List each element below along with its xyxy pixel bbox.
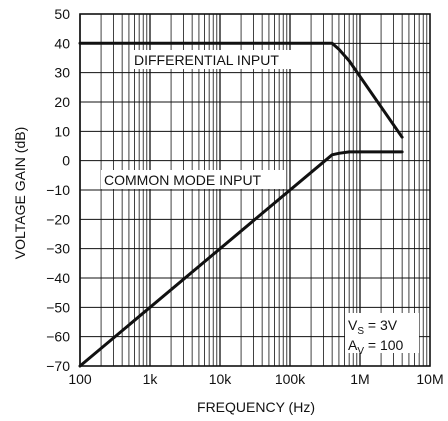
series-line-common-mode-input — [78, 150, 404, 368]
y-tick-label: −10 — [46, 182, 70, 198]
series-layer — [78, 41, 404, 368]
series-label-common-mode: COMMON MODE INPUT — [104, 172, 262, 188]
series-label-common-box: COMMON MODE INPUT — [101, 170, 285, 189]
plot-frame — [79, 13, 431, 367]
y-tick-label: −20 — [46, 211, 70, 227]
y-tick-label: −60 — [46, 329, 70, 345]
y-tick-label: −50 — [46, 299, 70, 315]
x-tick-label: 1k — [143, 371, 159, 387]
tick-labels: −70 −60 −50 −40 −30 −20 −10 0 10 20 30 40 50 100 1k 10k… — [46, 6, 443, 387]
y-tick-label: −30 — [46, 241, 70, 257]
y-axis-title: VOLTAGE GAIN (dB) — [12, 127, 28, 260]
y-tick-label: 30 — [54, 65, 70, 81]
y-tick-label: −70 — [46, 358, 70, 374]
x-tick-label: 10k — [209, 371, 233, 387]
y-tick-label: 10 — [54, 123, 70, 139]
y-tick-label: 0 — [62, 153, 70, 169]
x-tick-label: 100k — [275, 371, 306, 387]
series-label-differential: DIFFERENTIAL INPUT — [134, 52, 279, 68]
x-tick-label: 10M — [416, 371, 443, 387]
x-axis-title: FREQUENCY (Hz) — [197, 399, 315, 415]
y-tick-label: 50 — [54, 6, 70, 22]
supply-voltage-annotation: VS = 3V — [348, 317, 398, 337]
y-tick-label: 40 — [54, 35, 70, 51]
x-tick-label: 100 — [68, 371, 92, 387]
conditions-annotation: VS = 3V AV = 100 — [345, 313, 419, 357]
series-label-differential-box: DIFFERENTIAL INPUT — [131, 50, 296, 69]
plot-border — [79, 13, 431, 367]
y-tick-label: −40 — [46, 270, 70, 286]
y-tick-label: 20 — [54, 94, 70, 110]
series-line-differential-input — [78, 41, 404, 139]
x-tick-label: 1M — [350, 371, 369, 387]
gain-annotation: AV = 100 — [348, 337, 404, 357]
